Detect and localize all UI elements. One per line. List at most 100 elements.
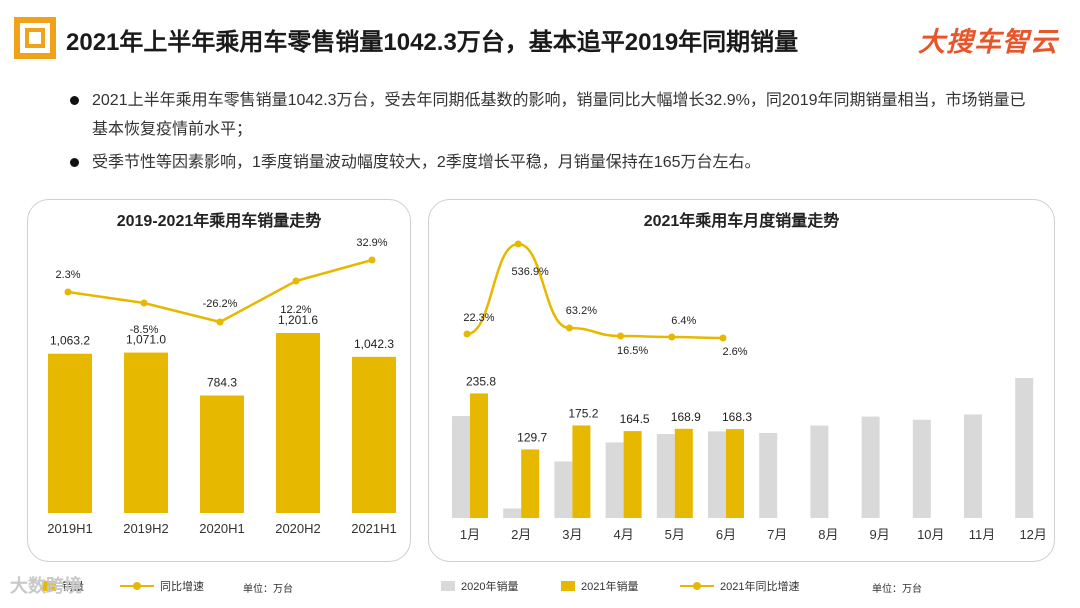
bar-2021 (623, 431, 642, 518)
x-tick-label: 3月 (562, 527, 582, 542)
x-tick-label: 4月 (613, 527, 633, 542)
legend-volume-label: 销量 (62, 581, 84, 593)
bar-2019h1 (48, 353, 92, 513)
bar-value-label: 1,042.3 (354, 337, 394, 351)
yoy-label: 12.2% (280, 304, 311, 316)
yoy-point (292, 277, 300, 285)
yoy-label: 16.5% (617, 345, 648, 357)
yoy-point (617, 332, 625, 340)
yoy-label: -26.2% (203, 298, 238, 310)
half-year-chart-title: 2019-2021年乘用车销量走势 (116, 213, 322, 230)
x-tick-label: 10月 (917, 527, 944, 542)
bar-2020 (1015, 378, 1034, 518)
bar-value-label: 175.2 (568, 406, 598, 420)
yoy-point (216, 318, 224, 326)
x-tick-label: 2020H1 (199, 521, 245, 536)
bar-2020 (912, 419, 931, 518)
bar-value-label: 1,063.2 (50, 334, 90, 348)
legend-gold-swatch (42, 581, 56, 591)
page-title: 2021年上半年乘用车零售销量1042.3万台，基本追平2019年同期销量 (66, 29, 799, 56)
bar-2020 (503, 508, 522, 518)
x-tick-label: 7月 (767, 527, 787, 542)
x-tick-label: 2月 (511, 527, 531, 542)
left-unit: 单位：万台 (243, 584, 293, 595)
bar-2020 (656, 434, 675, 518)
yoy-point (463, 330, 471, 338)
x-tick-label: 2020H2 (275, 521, 321, 536)
yoy-label: 32.9% (356, 237, 387, 249)
bar-2020 (554, 461, 573, 518)
bar-2020 (964, 414, 982, 518)
logo-mark (14, 17, 56, 59)
legend-volume: 销量 (42, 578, 84, 594)
bar-2020 (708, 431, 726, 518)
bullet-dot-icon (70, 96, 79, 105)
bullet-item: 2021上半年乘用车零售销量1042.3万台，受去年同期低基数的影响，销量同比大… (70, 86, 1030, 144)
yoy-line (67, 258, 373, 324)
x-tick-label: 12月 (1019, 527, 1046, 542)
x-tick-label: 2019H2 (123, 521, 169, 536)
bar-value-label: 1,201.6 (278, 313, 318, 327)
bar-2020 (452, 416, 470, 518)
x-tick-label: 5月 (665, 527, 685, 542)
x-tick-label: 2021H1 (351, 521, 397, 536)
x-tick-label: 1月 (460, 527, 480, 542)
bar-value-label: 164.5 (620, 412, 650, 426)
x-tick-label: 8月 (818, 527, 838, 542)
yoy-point (565, 324, 573, 332)
bullet-text: 2021上半年乘用车零售销量1042.3万台，受去年同期低基数的影响，销量同比大… (92, 92, 1026, 138)
bar-value-label: 168.3 (722, 410, 752, 424)
bar-2020 (861, 416, 880, 518)
bar-2020 (810, 425, 829, 518)
yoy-label: 2.6% (722, 346, 747, 358)
summary-bullets: 2021上半年乘用车零售销量1042.3万台，受去年同期低基数的影响，销量同比大… (70, 86, 1030, 181)
yoy-label: -8.5% (130, 324, 159, 336)
bar-2020h1 (200, 395, 244, 513)
right-unit: 单位：万台 (872, 584, 922, 595)
legend-2021-label: 2021年销量 (581, 581, 639, 593)
yoy-point (668, 333, 676, 341)
watermark: 大数跨境 (10, 576, 82, 596)
bar-2021h1 (352, 356, 396, 513)
bar-2019h2 (124, 352, 168, 513)
monthly-chart-title: 2021年乘用车月度销量走势 (643, 213, 840, 230)
legend-yoy: 同比增速 (120, 578, 204, 594)
bar-value-label: 168.9 (671, 410, 701, 424)
x-tick-label: 11月 (969, 527, 996, 542)
yoy-point (64, 288, 72, 296)
legend-2021-yoy-label: 2021年同比增速 (720, 581, 800, 593)
half-year-chart: 1,063.2 2019H1 1,071.0 2019H2 784.3 2020H1 1,2… (47, 237, 397, 536)
bar-value-label: 1,071.0 (126, 333, 166, 347)
bullet-text: 受季节性等因素影响，1季度销量波动幅度较大，2季度增长平稳，月销量保持在165万… (92, 154, 761, 171)
legend-gold-swatch (561, 581, 575, 591)
legend-gray-swatch (441, 581, 455, 591)
yoy-label: 2.3% (55, 269, 80, 281)
legend-yoy-label: 同比增速 (160, 581, 204, 593)
x-tick-label: 6月 (716, 527, 736, 542)
yoy-point (719, 334, 727, 342)
bar-2021 (521, 449, 540, 518)
bar-2021 (674, 428, 693, 518)
legend-line-icon (120, 581, 154, 591)
yoy-label: 63.2% (566, 305, 597, 317)
monthly-chart-panel: 2021年乘用车月度销量走势 235.8 1月 129.7 2月 175.2 3月 164.… (428, 199, 1055, 562)
legend-2021-yoy: 2021年同比增速 (680, 578, 799, 594)
bar-2020 (759, 432, 778, 518)
bar-2020 (605, 442, 624, 518)
x-tick-label: 2019H1 (47, 521, 93, 536)
bullet-item: 受季节性等因素影响，1季度销量波动幅度较大，2季度增长平稳，月销量保持在165万… (70, 148, 1030, 177)
bar-value-label: 235.8 (466, 374, 496, 388)
bar-2021 (572, 425, 591, 518)
brand-logo: 大搜车智云 (918, 27, 1058, 57)
bar-value-label: 129.7 (517, 430, 547, 444)
yoy-label: 22.3% (463, 312, 494, 324)
legend-2021: 2021年销量 (561, 578, 638, 594)
yoy-point (514, 240, 522, 248)
bar-2020h2 (276, 333, 320, 513)
yoy-point (140, 299, 148, 307)
half-year-chart-panel: 2019-2021年乘用车销量走势 1,063.2 2019H1 1,071.0 20… (27, 199, 411, 562)
yoy-label: 536.9% (512, 266, 550, 278)
bar-2021 (726, 429, 744, 518)
yoy-label: 6.4% (671, 315, 696, 327)
x-tick-label: 9月 (869, 527, 889, 542)
